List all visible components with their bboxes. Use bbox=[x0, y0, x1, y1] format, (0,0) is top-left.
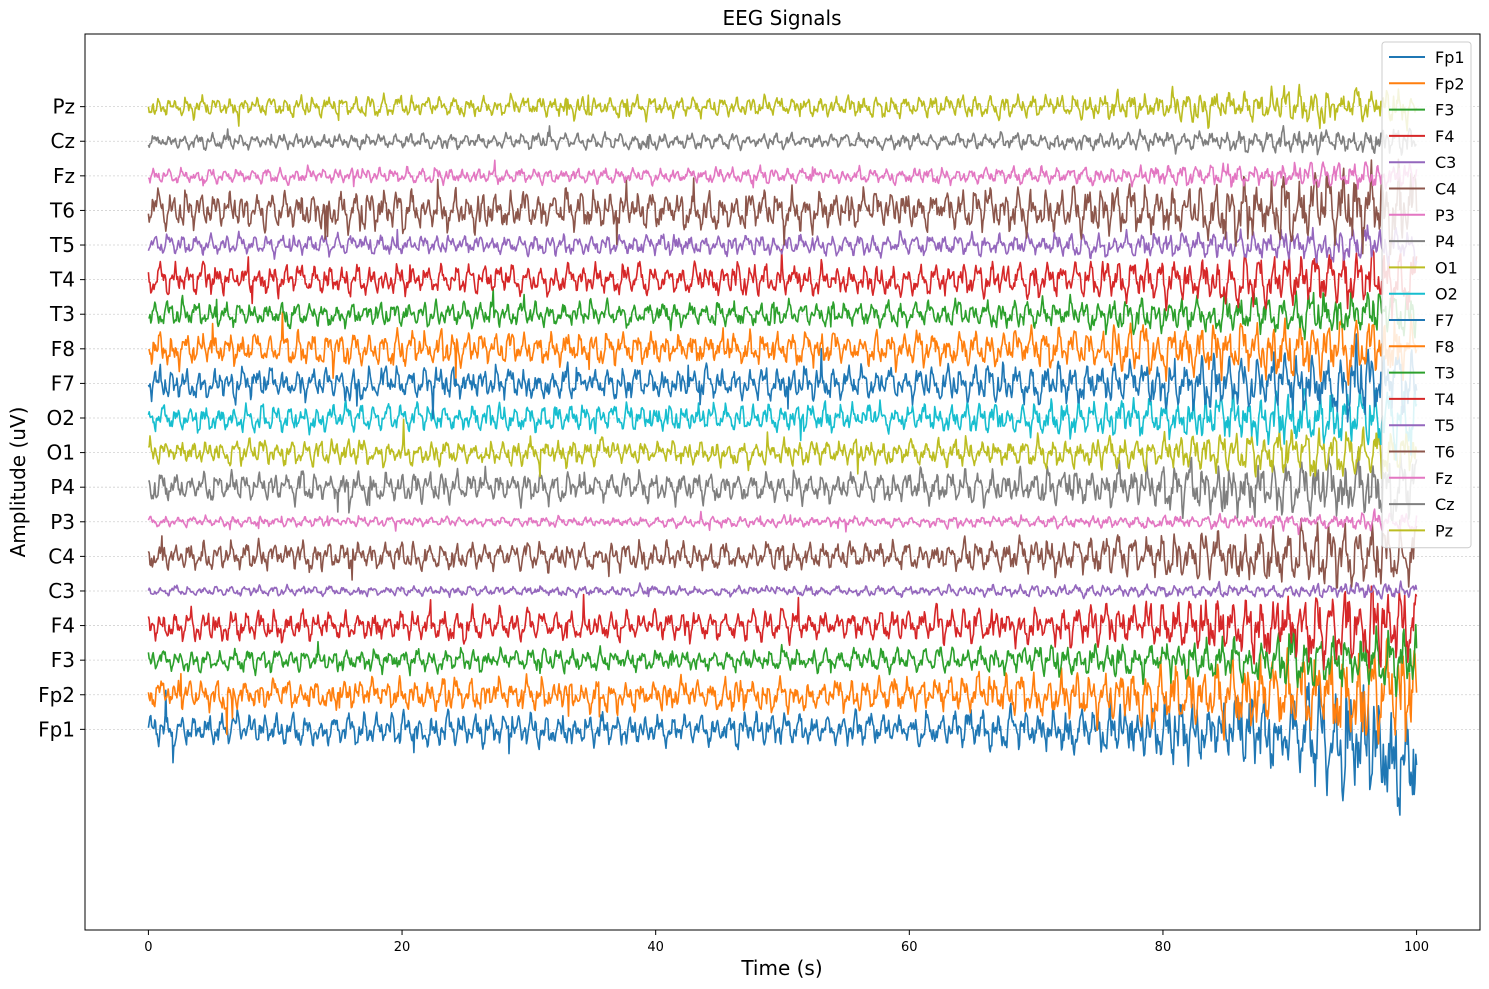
x-tick-label: 100 bbox=[1404, 940, 1429, 955]
x-tick-label: 60 bbox=[901, 940, 918, 955]
series-line-t4 bbox=[147, 248, 1418, 320]
legend-label: Cz bbox=[1435, 495, 1455, 514]
series-line-fp2 bbox=[147, 637, 1418, 745]
y-tick-label: P4 bbox=[50, 475, 75, 499]
series-line-t6 bbox=[147, 158, 1418, 256]
legend-label: P4 bbox=[1435, 232, 1455, 251]
x-axis-label: Time (s) bbox=[740, 956, 822, 980]
series-lines bbox=[147, 83, 1418, 816]
legend-label: C4 bbox=[1435, 180, 1456, 199]
legend-label: T4 bbox=[1434, 390, 1455, 409]
y-tick-label: F7 bbox=[51, 371, 75, 395]
legend-label: T6 bbox=[1434, 443, 1455, 462]
y-tick-label: P3 bbox=[50, 510, 75, 534]
y-tick-label: F3 bbox=[51, 648, 75, 672]
y-tick-label: Pz bbox=[52, 95, 75, 119]
series-line-f8 bbox=[147, 311, 1418, 386]
x-tick-label: 40 bbox=[647, 940, 664, 955]
series-line-pz bbox=[147, 83, 1418, 132]
y-tick-label: T6 bbox=[49, 198, 75, 222]
series-line-c4 bbox=[147, 518, 1418, 589]
plot-frame bbox=[84, 33, 1481, 931]
series-line-p4 bbox=[148, 450, 1418, 522]
legend-label: F7 bbox=[1435, 311, 1454, 330]
y-tick-label: C4 bbox=[48, 544, 75, 568]
x-tick-label: 80 bbox=[1155, 940, 1172, 955]
y-tick-label: C3 bbox=[48, 579, 75, 603]
legend-label: T3 bbox=[1434, 364, 1455, 383]
series-line-f3 bbox=[147, 623, 1418, 698]
y-tick-label: O2 bbox=[47, 406, 75, 430]
y-tick-label: O1 bbox=[47, 441, 75, 465]
legend-label: Pz bbox=[1435, 521, 1453, 540]
x-tick-label: 0 bbox=[144, 940, 152, 955]
series-line-t5 bbox=[147, 224, 1418, 266]
legend-label: T5 bbox=[1434, 416, 1455, 435]
y-tick-label: Cz bbox=[51, 129, 75, 153]
y-tick-label: F8 bbox=[51, 337, 75, 361]
y-tick-label: Fp1 bbox=[38, 717, 75, 741]
series-line-f4 bbox=[147, 585, 1418, 671]
legend-box bbox=[1381, 41, 1472, 549]
legend-label: Fp1 bbox=[1435, 48, 1465, 67]
chart-title: EEG Signals bbox=[723, 6, 842, 30]
series-line-fp1 bbox=[147, 678, 1418, 816]
y-tick-label: T5 bbox=[49, 233, 75, 257]
legend-label: F3 bbox=[1435, 101, 1454, 120]
y-tick-label: F4 bbox=[51, 614, 75, 638]
legend-label: Fp2 bbox=[1435, 74, 1465, 93]
x-tick-label: 20 bbox=[394, 940, 411, 955]
series-line-o1 bbox=[147, 418, 1418, 480]
legend-label: O2 bbox=[1435, 285, 1458, 304]
legend-label: O1 bbox=[1435, 258, 1458, 277]
y-tick-label: T3 bbox=[49, 302, 75, 326]
legend-label: C3 bbox=[1435, 153, 1456, 172]
x-axis-ticks: 0 20 40 60 80 100 bbox=[144, 930, 1429, 955]
y-axis-label: Amplitude (uV) bbox=[6, 407, 30, 558]
legend: Fp1 Fp2 F3 F4 C3 C4 P3 P4 O1 O2 F7 F8 T3 T4 T5 T6 Fz Cz Pz bbox=[1381, 41, 1472, 549]
series-line-c3 bbox=[147, 580, 1418, 600]
y-axis-ticks: Fp1 Fp2 F3 F4 C3 C4 P3 P4 O1 O2 F7 F8 T3 T4 T5 T6 Fz Cz Pz bbox=[38, 95, 85, 741]
series-line-t3 bbox=[148, 287, 1418, 341]
series-line-f7 bbox=[147, 333, 1418, 423]
series-line-p3 bbox=[147, 508, 1418, 536]
series-line-cz bbox=[147, 125, 1417, 156]
legend-label: F8 bbox=[1435, 337, 1454, 356]
legend-label: Fz bbox=[1435, 469, 1453, 488]
y-tick-label: Fz bbox=[53, 164, 75, 188]
legend-label: F4 bbox=[1435, 127, 1454, 146]
series-line-fz bbox=[147, 159, 1418, 190]
y-tick-label: Fp2 bbox=[38, 683, 75, 707]
legend-label: P3 bbox=[1435, 206, 1455, 225]
y-tick-label: T4 bbox=[49, 268, 75, 292]
